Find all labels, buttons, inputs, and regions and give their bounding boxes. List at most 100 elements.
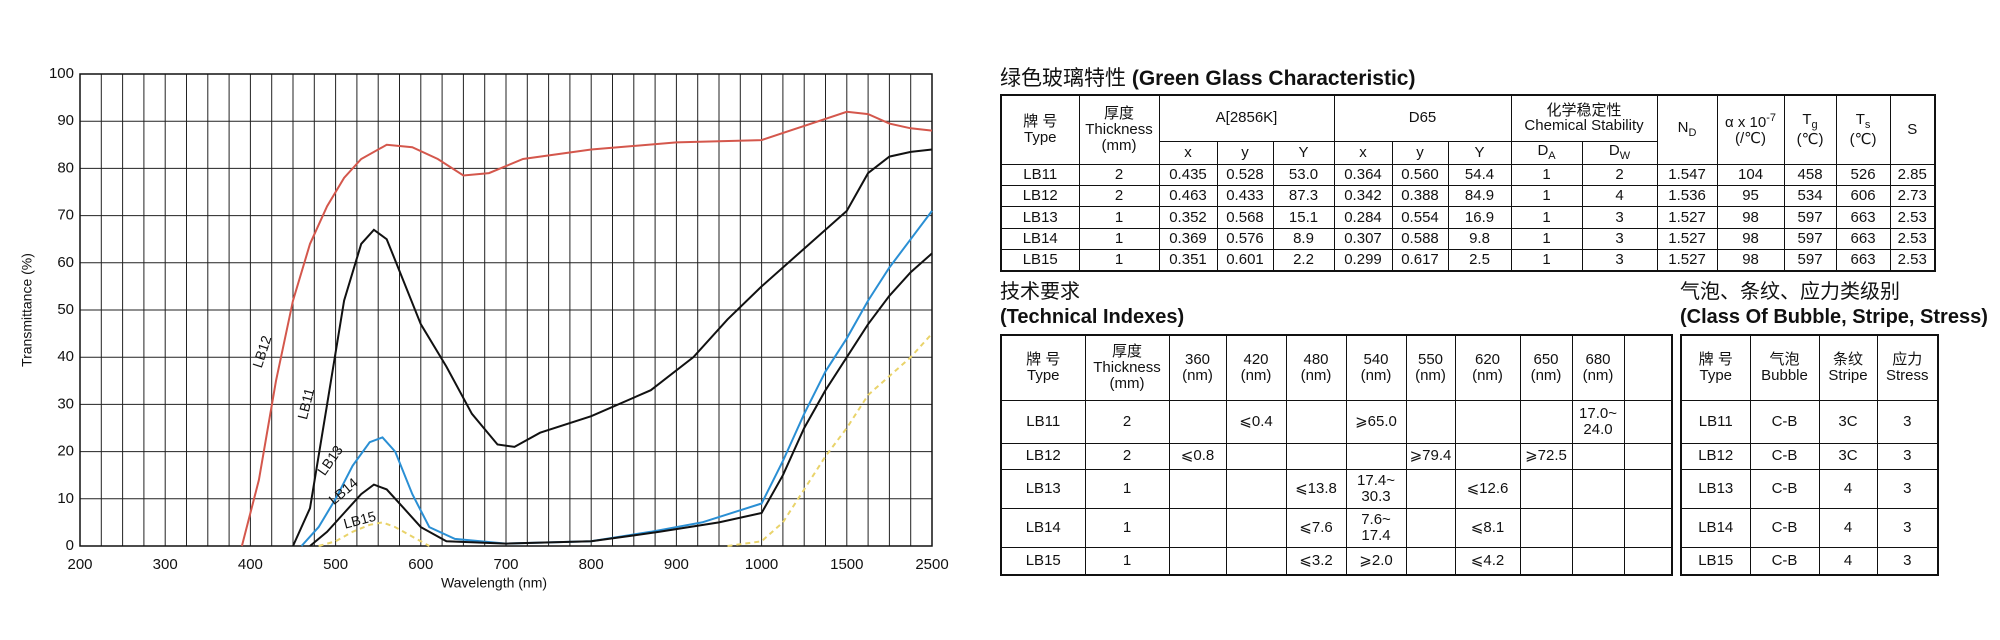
table-cell: 3 [1581, 227, 1658, 251]
table-part: 牌 号 Type 气泡 Bubble 条纹 Stripe 应力 Stress LB11 C-B 3… [1680, 334, 1939, 576]
x-tick-label: 500 [323, 556, 348, 573]
y-tick-label: 100 [49, 65, 74, 82]
x-axis-title: Wavelength (nm) [441, 575, 547, 591]
header-cell: 牌 号 Type [1680, 334, 1751, 401]
table-cell: 1.547 [1656, 163, 1718, 186]
table-cell: 1 [1078, 206, 1160, 229]
table-cell: 1 [1510, 227, 1583, 251]
table-row: LB15 1 0.351 0.601 2.2 0.299 0.617 2.5 1 3 1.527 98… [1000, 249, 1936, 272]
table-part: D [1537, 141, 1549, 159]
table-cell: 2.73 [1889, 184, 1936, 208]
table-cell: LB13 [1000, 468, 1086, 509]
table-cell: 597 [1783, 227, 1837, 251]
table-cell: Tg (℃) [1783, 94, 1837, 165]
y-tick-label: 70 [57, 207, 74, 224]
y-tick-label: 40 [57, 348, 74, 365]
header-cell: 650 (nm) [1519, 334, 1573, 401]
header-cell: 680 (nm) [1571, 334, 1625, 401]
table-cell [1168, 546, 1227, 576]
x-tick-label: 400 [238, 556, 263, 573]
table-part: (℃) [1796, 130, 1824, 148]
y-tick-label: 0 [66, 537, 74, 554]
table-row: LB12 2 0.463 0.433 87.3 0.342 0.388 84.9 1 4 1.536… [1000, 184, 1936, 208]
series-line [240, 110, 933, 547]
table-part: (mm) [1101, 136, 1137, 154]
table1-body: LB11 2 0.435 0.528 53.0 0.364 0.560 54.4 1 2 1.547… [1000, 163, 1936, 272]
table-cell [1405, 546, 1456, 576]
header-text: Type [1699, 366, 1733, 384]
table-cell [1571, 507, 1625, 548]
table-cell: 3 [1876, 507, 1939, 548]
x-tick-label: 700 [493, 556, 518, 573]
table-cell [1285, 399, 1347, 444]
table-cell: ⩾72.5 [1519, 442, 1573, 470]
table-row: LB13 C-B 4 3 [1680, 468, 1939, 509]
table-part: (℃) [1849, 130, 1877, 148]
series-line [309, 252, 933, 547]
table-part: D [1608, 141, 1620, 159]
table-cell: 0.601 [1216, 249, 1274, 272]
table-cell: 0.560 [1391, 163, 1449, 186]
table-part: s [1864, 119, 1871, 132]
table-cell: 95 [1716, 184, 1785, 208]
table-row: LB11 2 0.435 0.528 53.0 0.364 0.560 54.4 1 2 1.547… [1000, 163, 1936, 186]
table-cell: 化学稳定性 Chemical Stability [1510, 94, 1658, 142]
table-row: LB12 2 ⩽0.8 ⩾79.4 ⩾72.5 [1000, 442, 1673, 470]
table-cell [1454, 399, 1521, 444]
table-cell: DA [1510, 140, 1583, 165]
table-cell: 98 [1716, 206, 1785, 229]
table-cell: 2.2 [1272, 249, 1335, 272]
table-row: 牌 号 Type 厚度 Thickness (mm) 360 (nm) 420 (nm) 480(… [1000, 334, 1673, 401]
header-text: 厚度 [1111, 343, 1142, 361]
header-cell: 牌 号 Type [1000, 334, 1086, 401]
table-cell [1623, 442, 1673, 470]
table2: 牌 号 Type 厚度 Thickness (mm) 360 (nm) 420 (nm) 480(… [1000, 334, 1673, 576]
x-tick-label: 900 [664, 556, 689, 573]
x-tick-label: 600 [408, 556, 433, 573]
table-cell: 0.576 [1216, 227, 1274, 251]
table-cell: 3C [1818, 399, 1878, 444]
table-part: α x 10 [1725, 114, 1767, 131]
table-cell: 2 [1084, 442, 1170, 470]
table-part: 技术要求 [1000, 281, 1080, 303]
table-cell: LB13 [1680, 468, 1751, 509]
table-cell: 1 [1078, 249, 1160, 272]
y-tick-label: 80 [57, 159, 74, 176]
table-cell: 87.3 [1272, 184, 1335, 208]
table2-title: 技术要求 (Technical Indexes) [1000, 280, 1184, 330]
table-row: LB11 2 ⩽0.4 ⩾65.0 17.0~ 24.0 [1000, 399, 1673, 444]
table-row: LB14 1 ⩽7.6 7.6~ 17.4 ⩽8.1 [1000, 507, 1673, 548]
table-part: W [1619, 149, 1631, 162]
table-part: g [1811, 119, 1818, 132]
header-text: 550 [1417, 351, 1444, 368]
header-text: (nm) [1300, 366, 1332, 384]
table-cell: 3 [1581, 206, 1658, 229]
table-cell: 0.433 [1216, 184, 1274, 208]
header-cell: 550 (nm) [1405, 334, 1456, 401]
table-row: LB14 1 0.369 0.576 8.9 0.307 0.588 9.8 1 3 1.527 98… [1000, 227, 1936, 251]
table-cell: 1 [1084, 468, 1170, 509]
table-cell: 663 [1835, 206, 1891, 229]
table-cell: D65 [1333, 94, 1512, 142]
table-cell: 15.1 [1272, 206, 1335, 229]
table-cell [1225, 468, 1287, 509]
table-cell [1571, 468, 1625, 509]
header-text: (nm) [1182, 366, 1213, 384]
table-cell: LB14 [1000, 227, 1080, 251]
table-part: Type [1023, 128, 1057, 146]
table-cell: 2 [1078, 184, 1160, 208]
table-cell: 7.6~ 17.4 [1345, 507, 1407, 548]
table-cell [1571, 546, 1625, 576]
x-tick-label: 2500 [915, 556, 948, 573]
table-cell: 3 [1876, 546, 1939, 576]
table-part: T [1855, 111, 1865, 129]
header-text: 360 [1184, 351, 1211, 368]
table-cell: 0.369 [1158, 227, 1218, 251]
table-cell: LB13 [1000, 206, 1080, 229]
table-part: (/℃) [1735, 129, 1767, 147]
table-cell: 1.527 [1656, 227, 1718, 251]
table-cell: 2 [1084, 399, 1170, 444]
series-label: LB11 [294, 386, 317, 421]
x-tick-label: 300 [153, 556, 178, 573]
